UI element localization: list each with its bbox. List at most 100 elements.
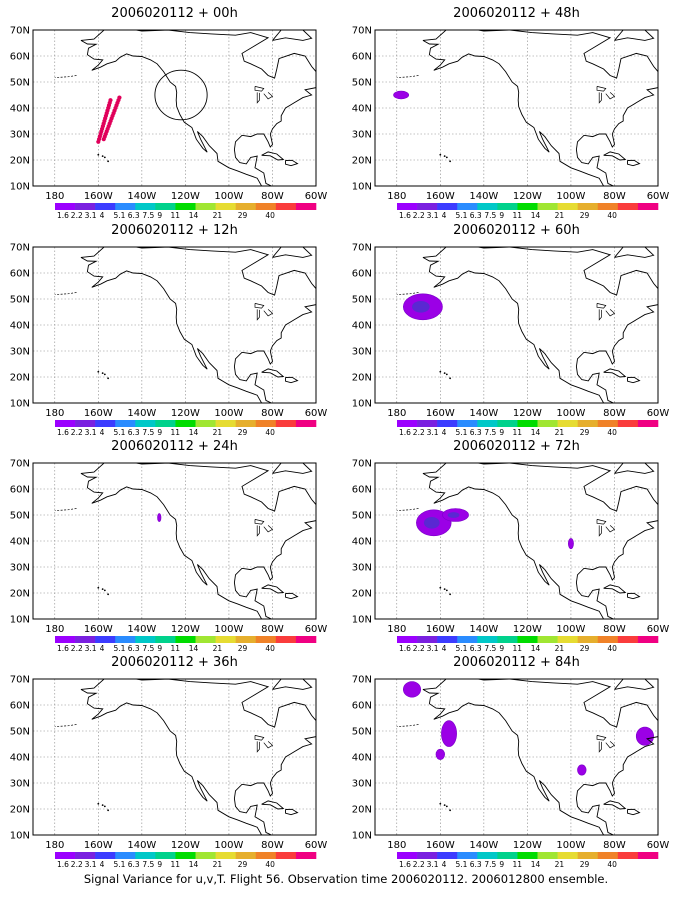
colorbar-label: 9 xyxy=(499,428,504,437)
island xyxy=(101,155,104,157)
colorbar-swatch xyxy=(597,420,619,427)
colorbar-label: 6.3 xyxy=(470,860,482,869)
colorbar-swatch xyxy=(295,420,317,427)
island xyxy=(107,809,110,812)
island xyxy=(443,372,446,374)
coastline xyxy=(272,247,313,258)
lon-tick-label: 120W xyxy=(171,408,200,419)
coastline xyxy=(285,808,299,816)
lat-tick-label: 60N xyxy=(10,701,30,712)
aleutian-islands xyxy=(396,75,419,78)
colorbar-swatch xyxy=(235,203,257,210)
lat-tick-label: 30N xyxy=(352,130,372,141)
lon-tick-label: 160W xyxy=(426,191,455,202)
colorbar-swatch xyxy=(617,203,639,210)
lat-tick-label: 10N xyxy=(10,399,30,410)
colorbar-label: 2.2 xyxy=(413,860,425,869)
colorbar-swatch xyxy=(637,203,659,210)
map-frame xyxy=(374,462,659,620)
lat-tick-label: 20N xyxy=(10,373,30,384)
lon-tick-label: 120W xyxy=(171,624,200,635)
lat-tick-label: 40N xyxy=(352,104,372,115)
lon-tick-label: 140W xyxy=(469,624,498,635)
coastline xyxy=(422,463,658,619)
island xyxy=(97,370,100,373)
lat-tick-label: 20N xyxy=(10,156,30,167)
colorbar-label: 3.1 xyxy=(427,211,439,220)
lon-tick-label: 160W xyxy=(426,840,455,851)
aleutian-islands xyxy=(396,724,419,727)
lat-tick-label: 20N xyxy=(352,156,372,167)
lat-tick-label: 60N xyxy=(352,485,372,496)
colorbar-label: 7.5 xyxy=(484,211,496,220)
colorbar-label: 1.6 xyxy=(57,644,69,653)
colorbar-label: 29 xyxy=(580,860,590,869)
aleutian-islands xyxy=(396,508,419,511)
island xyxy=(439,153,442,156)
colorbar-label: 4 xyxy=(442,860,447,869)
colorbar-label: 40 xyxy=(265,644,275,653)
coastline xyxy=(285,376,299,384)
colorbar-label: 3.1 xyxy=(427,644,439,653)
variance-core xyxy=(447,512,460,518)
lake-outline xyxy=(263,309,274,317)
panel-title: 2006020112 + 12h xyxy=(111,223,238,238)
lon-tick-label: 60W xyxy=(305,840,328,851)
colorbar-swatch xyxy=(215,852,236,859)
colorbar-swatch xyxy=(195,203,216,210)
lat-tick-label: 20N xyxy=(352,589,372,600)
colorbar-label: 6.3 xyxy=(470,428,482,437)
island xyxy=(439,370,442,373)
lon-tick-label: 80W xyxy=(603,624,626,635)
aleutian-islands xyxy=(54,724,77,727)
colorbar-swatch xyxy=(557,636,578,643)
colorbar-label: 11 xyxy=(170,428,180,437)
island xyxy=(101,804,104,806)
lat-tick-label: 60N xyxy=(10,485,30,496)
island xyxy=(445,156,448,159)
island xyxy=(439,586,442,589)
colorbar-swatch xyxy=(95,636,116,643)
colorbar-swatch xyxy=(417,636,438,643)
colorbar-swatch xyxy=(417,852,438,859)
island xyxy=(97,153,100,156)
lon-tick-label: 100W xyxy=(556,840,585,851)
lake-outline xyxy=(256,92,260,104)
forecast-map: 70N 60N 50N 40N 30N 20N 10N 180 160W 140W 120W 100W… xyxy=(10,675,328,870)
colorbar-swatch xyxy=(557,420,578,427)
colorbar-swatch xyxy=(577,852,599,859)
island xyxy=(449,809,452,812)
coastline xyxy=(285,592,299,600)
colorbar-label: 2.2 xyxy=(71,211,83,220)
lat-tick-label: 30N xyxy=(10,779,30,790)
colorbar-swatch xyxy=(55,420,76,427)
map-frame xyxy=(32,29,317,187)
colorbar-swatch xyxy=(215,203,236,210)
lat-tick-label: 50N xyxy=(10,78,30,89)
colorbar-swatch xyxy=(517,203,538,210)
lon-tick-label: 80W xyxy=(603,840,626,851)
colorbar-swatch xyxy=(115,420,136,427)
panel-title: 2006020112 + 24h xyxy=(111,439,238,454)
lat-tick-label: 30N xyxy=(10,563,30,574)
colorbar-swatch xyxy=(497,420,518,427)
colorbar-label: 2.2 xyxy=(71,644,83,653)
lat-tick-label: 20N xyxy=(352,373,372,384)
colorbar-label: 14 xyxy=(531,428,541,437)
colorbar-label: 21 xyxy=(555,211,565,220)
colorbar-label: 4 xyxy=(442,644,447,653)
colorbar-swatch xyxy=(55,636,76,643)
colorbar-label: 7.5 xyxy=(142,211,154,220)
lon-tick-label: 100W xyxy=(214,840,243,851)
colorbar-label: 2.2 xyxy=(413,644,425,653)
colorbar-label: 14 xyxy=(189,428,199,437)
colorbar-label: 7.5 xyxy=(484,644,496,653)
colorbar-label: 40 xyxy=(607,211,617,220)
colorbar-swatch xyxy=(55,203,76,210)
colorbar-label: 11 xyxy=(170,644,180,653)
colorbar-swatch xyxy=(417,420,438,427)
colorbar-swatch xyxy=(255,420,277,427)
lon-tick-label: 160W xyxy=(426,624,455,635)
variance-region xyxy=(577,764,587,776)
colorbar-swatch xyxy=(75,636,96,643)
